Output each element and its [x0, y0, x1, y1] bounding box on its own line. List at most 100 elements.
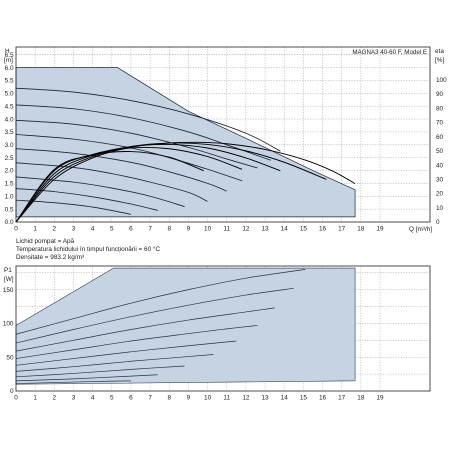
power-operating-area	[15, 267, 356, 385]
head-y-tick-label: 3.5	[5, 129, 14, 136]
head-x-tick-label: 13	[261, 226, 269, 233]
conditions-text: Lichid pompat = Apă Temperatura lichidul…	[16, 238, 160, 261]
pumped-liquid-text: Lichid pompat = Apă	[16, 238, 75, 245]
power-x-tick-label: 0	[14, 395, 18, 402]
head-y-tick-label: 6.5	[5, 52, 14, 59]
eta-y-tick-label: 70	[436, 120, 444, 127]
head-x-tick-label: 12	[242, 226, 250, 233]
head-x-tick-label: 18	[357, 226, 365, 233]
eta-axis-unit: [%]	[435, 57, 444, 64]
head-x-tick-label: 6	[129, 226, 133, 233]
head-x-tick-label: 1	[33, 226, 37, 233]
head-x-tick-label: 14	[281, 226, 289, 233]
eta-y-tick-label: 10	[436, 205, 444, 212]
head-y-tick-label: 2.5	[5, 155, 14, 162]
power-chart-frame	[15, 265, 431, 392]
head-x-tick-label: 3	[72, 226, 76, 233]
power-x-tick-label: 13	[261, 395, 269, 402]
head-y-tick-label: 0.5	[5, 206, 14, 213]
power-speed-curve	[15, 380, 131, 384]
power-x-tick-label: 17	[338, 395, 346, 402]
power-x-tick-label: 12	[242, 395, 250, 402]
power-x-tick-label: 3	[72, 395, 76, 402]
eta-y-tick-label: 40	[436, 162, 444, 169]
head-speed-curve	[15, 188, 158, 211]
head-y-tick-label: 1.5	[5, 181, 14, 188]
power-x-tick-label: 9	[187, 395, 191, 402]
power-x-tick-label: 15	[300, 395, 308, 402]
head-chart-frame	[15, 46, 431, 223]
head-speed-curve	[15, 148, 227, 192]
head-x-tick-label: 2	[53, 226, 57, 233]
head-y-tick-label: 0.0	[5, 219, 14, 226]
power-y-tick-label: 150	[3, 287, 14, 294]
eta-axis-label: eta	[435, 48, 444, 55]
head-speed-curve	[15, 176, 185, 207]
power-speed-curve	[15, 325, 258, 359]
eta-y-tick-label: 50	[436, 148, 444, 155]
efficiency-curve	[15, 141, 356, 223]
power-speed-curve	[15, 374, 158, 382]
power-x-tick-label: 7	[148, 395, 152, 402]
head-x-tick-label: 9	[187, 226, 191, 233]
eta-y-tick-label: 80	[436, 105, 444, 112]
head-axis-unit: [m]	[4, 57, 13, 64]
head-x-tick-label: 16	[319, 226, 327, 233]
power-x-tick-label: 6	[129, 395, 133, 402]
density-text: Densitate = 983.2 kg/m³	[16, 254, 84, 261]
head-y-tick-label: 2.0	[5, 168, 14, 175]
head-x-tick-label: 11	[223, 226, 230, 233]
power-y-tick-label: 50	[6, 354, 14, 361]
power-x-tick-label: 5	[110, 395, 114, 402]
head-speed-curve	[15, 87, 281, 152]
head-chart: 0 1 2 3 4 5 6 7 8 9 10 11 12 13 14 15 16 17 18 19 0.00.51.0…	[4, 46, 447, 233]
power-speed-curve	[15, 307, 275, 352]
head-x-tick-label: 15	[300, 226, 308, 233]
power-y-tick-label: 0	[10, 388, 14, 395]
power-x-tick-label: 11	[223, 395, 230, 402]
power-x-tick-label: 14	[281, 395, 289, 402]
power-x-tick-label: 10	[204, 395, 212, 402]
efficiency-curve	[15, 151, 204, 223]
power-y-tick-label: 100	[3, 321, 14, 328]
flow-axis-label: Q [m³/h]	[409, 226, 432, 233]
head-y-tick-label: 3.0	[5, 142, 14, 149]
head-speed-curve	[15, 104, 271, 161]
power-x-tick-label: 1	[33, 395, 37, 402]
power-x-tick-label: 2	[53, 395, 57, 402]
power-speed-curve	[15, 269, 306, 335]
eta-y-tick-label: 100	[436, 77, 447, 84]
power-x-tick-label: 8	[167, 395, 171, 402]
head-y-tick-label: 4.0	[5, 116, 14, 123]
head-axis-label: H	[5, 48, 10, 55]
power-chart: 0 1 2 3 4 5 6 7 8 9 10 11 12 13 14 15 16 17 18 19 050100150…	[3, 265, 431, 402]
head-x-tick-label: 8	[167, 226, 171, 233]
liquid-temperature-text: Temperatura lichidului în timpul funcțio…	[16, 245, 160, 253]
head-x-tick-label: 5	[110, 226, 114, 233]
pump-model-label: MAGNA3 40-60 F, Model E	[352, 49, 427, 56]
head-x-tick-label: 10	[204, 226, 212, 233]
power-speed-curve	[15, 365, 185, 378]
eta-y-tick-label: 0	[436, 219, 440, 226]
efficiency-curve	[15, 146, 243, 223]
head-x-tick-label: 0	[14, 226, 18, 233]
head-y-tick-label: 1.0	[5, 193, 14, 200]
head-y-tick-label: 5.5	[5, 78, 14, 85]
efficiency-curve	[15, 143, 281, 223]
eta-y-tick-label: 30	[436, 177, 444, 184]
head-y-tick-label: 4.5	[5, 103, 14, 110]
head-x-tick-label: 4	[91, 226, 95, 233]
power-x-tick-label: 19	[376, 395, 384, 402]
efficiency-curve	[15, 142, 327, 223]
head-speed-curve	[15, 119, 258, 169]
power-axis-unit: [W]	[4, 276, 14, 283]
eta-y-tick-label: 20	[436, 191, 444, 198]
power-x-tick-label: 16	[319, 395, 327, 402]
head-y-tick-label: 5.0	[5, 91, 14, 98]
power-speed-curve	[15, 340, 237, 366]
power-speed-curve	[15, 354, 214, 372]
power-x-tick-label: 4	[91, 395, 95, 402]
head-speed-curve	[15, 134, 243, 182]
head-x-tick-label: 19	[376, 226, 384, 233]
